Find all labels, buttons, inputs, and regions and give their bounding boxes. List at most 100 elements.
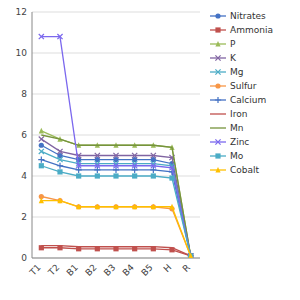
series (41, 135, 190, 256)
legend-marker (215, 55, 220, 60)
series (39, 149, 194, 258)
grid-line (32, 94, 200, 95)
point (188, 253, 193, 258)
x-tick-label: R (181, 262, 193, 274)
point (95, 204, 100, 210)
x-tick-label: B3 (102, 262, 117, 277)
legend-label: Mn (230, 123, 243, 133)
point (113, 204, 118, 210)
legend: NitratesAmmoniaPKMgSulfurCalciumIronMnZi… (210, 11, 273, 175)
point (188, 253, 193, 258)
legend-label: Ammonia (230, 25, 273, 35)
x-tick-label: B4 (121, 262, 137, 278)
point (57, 169, 62, 174)
legend-marker (215, 153, 220, 158)
series-line (41, 246, 190, 256)
point (113, 173, 118, 178)
point (169, 204, 174, 210)
point (132, 204, 137, 210)
point (57, 163, 63, 169)
series-line (41, 37, 190, 256)
point (39, 143, 44, 148)
grid-line (32, 12, 200, 13)
legend-label: Iron (230, 109, 247, 119)
point (169, 175, 174, 180)
legend-line (210, 127, 226, 128)
series-line (41, 135, 190, 256)
point (76, 173, 81, 178)
legend-label: Mg (230, 67, 243, 77)
y-tick-label: 10 (16, 48, 28, 58)
series-line (41, 166, 190, 256)
point (151, 163, 156, 168)
legend-label: Calcium (230, 95, 266, 105)
series-line (41, 160, 190, 256)
point (95, 163, 100, 168)
y-tick-label: 0 (21, 253, 27, 263)
series (39, 198, 194, 259)
y-tick-label: 12 (16, 7, 27, 17)
point (57, 157, 62, 162)
legend-label: Zinc (230, 137, 249, 147)
point (151, 173, 156, 178)
plot-area (38, 34, 194, 258)
grid (32, 12, 200, 258)
series-line (41, 145, 190, 256)
point (151, 153, 156, 158)
grid-line (32, 135, 200, 136)
point (39, 163, 44, 168)
series (39, 143, 194, 258)
point (57, 34, 62, 39)
point (57, 198, 62, 204)
point (132, 163, 137, 168)
point (76, 204, 81, 210)
legend-marker (215, 83, 220, 88)
series (39, 245, 194, 258)
legend-marker (215, 27, 220, 32)
point (151, 204, 156, 210)
y-tick-label: 4 (21, 171, 27, 181)
point (188, 253, 193, 258)
legend-label: Mo (230, 151, 244, 161)
point (188, 253, 194, 258)
point (188, 253, 193, 258)
point (95, 153, 100, 158)
legend-label: P (230, 39, 236, 49)
legend-marker (215, 69, 220, 74)
legend-marker (215, 139, 220, 144)
point (39, 198, 44, 204)
y-tick-label: 2 (21, 212, 27, 222)
legend-marker (215, 167, 220, 173)
chart: 024681012T1T2B1B2B3B4B5HRNitratesAmmonia… (0, 0, 300, 300)
point (113, 163, 118, 168)
point (188, 253, 193, 258)
series (41, 246, 190, 256)
series (39, 34, 194, 258)
y-axis-line (32, 12, 33, 258)
grid-line (32, 258, 200, 259)
x-axis-line (32, 258, 200, 259)
point (188, 253, 193, 258)
series-line (41, 201, 190, 256)
legend-label: Cobalt (230, 165, 260, 175)
point (188, 253, 193, 258)
point (76, 163, 81, 168)
series-line (41, 139, 190, 256)
point (132, 173, 137, 178)
point (57, 149, 62, 154)
x-tick-label: B2 (83, 262, 98, 277)
point (188, 253, 193, 258)
legend-label: Nitrates (230, 11, 266, 21)
series (39, 128, 194, 258)
y-tick-label: 8 (21, 89, 27, 99)
point (169, 165, 174, 170)
legend-marker (215, 13, 220, 18)
point (38, 157, 44, 163)
point (188, 253, 193, 258)
series (39, 137, 194, 259)
grid-line (32, 53, 200, 54)
point (39, 34, 44, 39)
x-axis: T1T2B1B2B3B4B5HR (27, 258, 200, 278)
x-tick-label: B5 (139, 262, 154, 277)
point (39, 149, 44, 154)
